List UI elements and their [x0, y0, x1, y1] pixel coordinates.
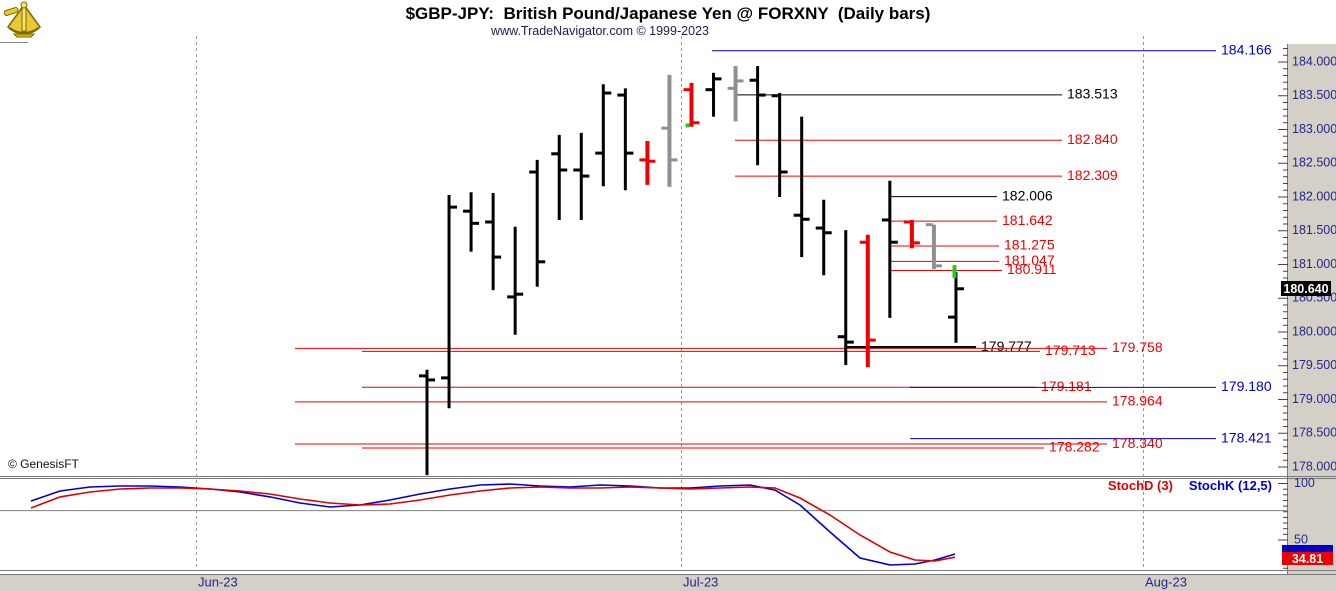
stochastic-legend: StochD (3) StochK (12,5): [1108, 478, 1272, 493]
legend-stochd-label[interactable]: StochD (3): [1107, 478, 1173, 493]
logo-divider: [0, 42, 28, 43]
price-chart-panel[interactable]: [0, 36, 1287, 476]
stochastic-panel[interactable]: [0, 478, 1287, 570]
genesis-sextant-logo-icon: [2, 1, 46, 39]
panel-separator-line: [0, 476, 1336, 477]
genesisft-copyright: © GenesisFT: [8, 457, 79, 471]
axis-border-line: [1287, 44, 1288, 574]
chart-title: $GBP-JPY: British Pound/Japanese Yen @ F…: [405, 4, 931, 23]
time-axis-strip[interactable]: [0, 574, 1336, 591]
current-price-badge: 180.640: [1281, 281, 1331, 296]
legend-stochk-label[interactable]: StochK (12,5): [1188, 478, 1272, 493]
price-axis-strip[interactable]: [1288, 44, 1336, 574]
stoch-panel-top-border: [0, 478, 1336, 479]
chart-subtitle: www.TradeNavigator.com © 1999-2023: [491, 24, 709, 38]
stoch-panel-bottom-border: [0, 570, 1336, 571]
stochd-value-badge: 34.81: [1282, 552, 1333, 566]
stochk-value-badge: [1282, 545, 1333, 553]
